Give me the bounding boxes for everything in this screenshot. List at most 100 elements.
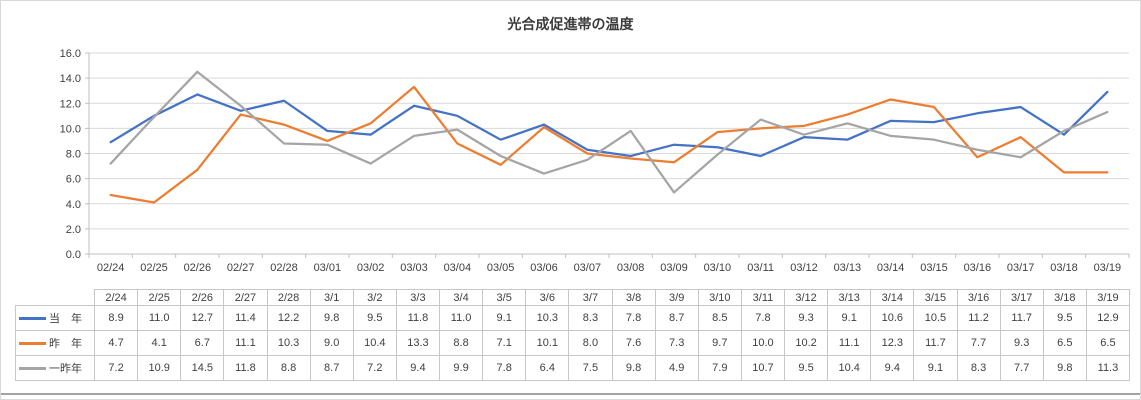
value-cell: 10.3 [266, 330, 311, 356]
chart-title: 光合成促進帯の温度 [507, 16, 634, 32]
series-name: 昨 年 [49, 338, 82, 350]
legend-cell: 当 年 [15, 305, 95, 331]
value-cell: 10.3 [525, 305, 570, 331]
x-tick-label: 03/09 [660, 262, 688, 274]
table-header-row: 2/24 2/25 2/26 2/27 2/28 3/1 3/2 3/3 3/4 3/5 3/6 3/… [16, 289, 1131, 306]
x-tick-label: 02/25 [140, 262, 168, 274]
value-cell: 7.6 [611, 330, 656, 356]
value-cell: 10.5 [913, 305, 958, 331]
date-header-cell: 2/27 [223, 289, 268, 306]
x-tick-label: 02/28 [270, 262, 298, 274]
value-cell: 10.2 [783, 330, 829, 356]
value-cell: 8.9 [93, 305, 139, 331]
date-header-cell: 3/6 [525, 289, 570, 306]
x-tick-label: 03/11 [747, 262, 774, 274]
x-tick-label: 03/02 [357, 262, 385, 274]
value-cell: 7.8 [482, 355, 527, 381]
table-row: 昨 年 4.7 4.1 6.7 11.1 10.3 9.0 10.4 13.3 8.8 7.1 10.… [15, 330, 1131, 356]
date-header-cell: 2/25 [137, 289, 182, 306]
series-line-2 [109, 70, 1109, 194]
value-cell: 4.9 [654, 355, 699, 381]
x-tick-label: 03/17 [1007, 262, 1035, 274]
value-cell: 8.3 [956, 355, 1001, 381]
value-cell: 9.8 [309, 305, 354, 331]
x-tick-label: 03/07 [574, 262, 602, 274]
y-tick-label: 4.0 [66, 199, 81, 211]
table-body: 当 年 8.9 11.0 12.7 11.4 12.2 9.8 9.5 11.8 11.0 9.1 1… [15, 305, 1131, 381]
date-header-cell: 3/2 [352, 289, 397, 306]
value-cell: 10.9 [137, 355, 182, 381]
value-cell: 11.0 [438, 305, 484, 331]
value-cell: 12.9 [1085, 305, 1131, 331]
value-cell: 7.2 [352, 355, 397, 381]
value-cell: 8.7 [309, 355, 354, 381]
value-cell: 11.3 [1085, 355, 1131, 381]
date-header-cell: 3/12 [783, 289, 829, 306]
table-row: 一昨年 7.2 10.9 14.5 11.8 8.8 8.7 7.2 9.4 9.9 7.8 6.4 7… [15, 355, 1131, 381]
value-cell: 14.5 [180, 355, 225, 381]
date-header-cell: 3/9 [654, 289, 699, 306]
value-cell: 9.7 [697, 330, 742, 356]
y-tick-label: 14.0 [60, 73, 81, 85]
value-cell: 7.1 [482, 330, 527, 356]
y-tick-label: 16.0 [60, 48, 81, 60]
x-tick-label: 03/05 [487, 262, 515, 274]
date-header-cell: 3/11 [740, 289, 786, 306]
date-header-cell: 3/3 [395, 289, 441, 306]
value-cell: 10.0 [740, 330, 786, 356]
value-cell: 11.7 [999, 305, 1044, 331]
date-header-cell: 3/10 [697, 289, 742, 306]
value-cell: 9.5 [352, 305, 397, 331]
value-cell: 7.2 [93, 355, 139, 381]
date-header-cell: 2/24 [93, 289, 139, 306]
x-tick-label: 03/10 [704, 262, 732, 274]
x-tick-label: 03/01 [314, 262, 342, 274]
date-header-cell: 3/8 [611, 289, 656, 306]
value-cell: 4.7 [93, 330, 139, 356]
date-header-cell: 3/14 [870, 289, 915, 306]
value-cell: 11.2 [956, 305, 1001, 331]
series-line-swatch-icon [19, 316, 46, 320]
value-cell: 8.0 [568, 330, 613, 356]
chart-bottom-border [1, 393, 1140, 395]
y-tick-label: 8.0 [66, 149, 81, 161]
table-header: 2/24 2/25 2/26 2/27 2/28 3/1 3/2 3/3 3/4 3/5 3/6 3/… [16, 289, 1131, 306]
legend-cell: 一昨年 [15, 355, 95, 381]
value-cell: 7.8 [611, 305, 656, 331]
x-tick-label: 03/06 [530, 262, 558, 274]
value-cell: 11.8 [395, 305, 441, 331]
x-tick-label: 03/13 [834, 262, 862, 274]
date-header-cell: 2/28 [266, 289, 311, 306]
y-tick-label: 0.0 [66, 249, 81, 261]
value-cell: 10.4 [352, 330, 397, 356]
legend-cell: 昨 年 [15, 330, 95, 356]
series-line-1 [109, 85, 1109, 204]
x-tick-label: 02/26 [184, 262, 212, 274]
series-line-swatch-icon [19, 341, 46, 345]
value-cell: 8.7 [654, 305, 699, 331]
value-cell: 11.4 [223, 305, 268, 331]
date-header-cell: 3/7 [568, 289, 613, 306]
date-header-cell: 3/16 [956, 289, 1001, 306]
value-cell: 12.7 [180, 305, 225, 331]
date-header-cell: 3/15 [913, 289, 958, 306]
x-tick-label: 02/24 [97, 262, 125, 274]
value-cell: 11.0 [137, 305, 182, 331]
date-header-cell: 3/1 [309, 289, 354, 306]
value-cell: 9.0 [309, 330, 354, 356]
chart-data-table: 2/24 2/25 2/26 2/27 2/28 3/1 3/2 3/3 3/4 3/5 3/6 3/… [15, 289, 1131, 381]
value-cell: 9.3 [999, 330, 1044, 356]
value-cell: 4.1 [137, 330, 182, 356]
value-cell: 9.8 [611, 355, 656, 381]
value-cell: 7.9 [697, 355, 742, 381]
series-name: 一昨年 [49, 363, 82, 375]
value-cell: 11.7 [913, 330, 958, 356]
value-cell: 10.4 [827, 355, 872, 381]
value-cell: 8.8 [266, 355, 311, 381]
value-cell: 9.5 [783, 355, 829, 381]
date-header-cell: 3/17 [999, 289, 1044, 306]
x-tick-label: 03/03 [400, 262, 428, 274]
value-cell: 13.3 [395, 330, 441, 356]
